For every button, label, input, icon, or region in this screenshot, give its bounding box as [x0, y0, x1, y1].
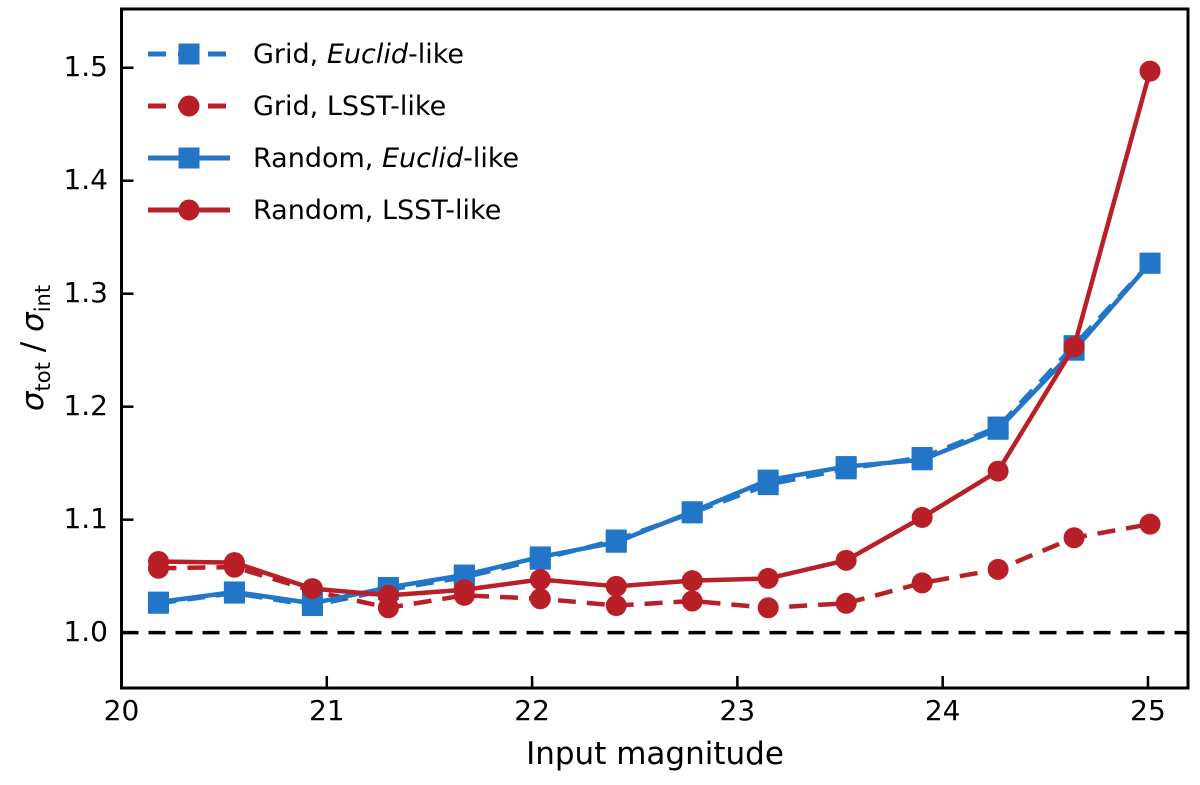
series-random-euclid-marker — [301, 592, 323, 614]
legend-handle-grid-euclid — [148, 43, 230, 65]
y-axis-label-part: tot — [31, 362, 55, 392]
x-tick-label: 20 — [103, 694, 140, 727]
legend-label-part: Random, — [253, 142, 382, 174]
series-random-lsst-marker — [1139, 60, 1161, 82]
y-tick-label: 1.2 — [63, 388, 108, 422]
legend-label-part: Euclid — [381, 142, 464, 174]
series-grid-lsst-marker — [987, 558, 1009, 580]
series-random-lsst-marker — [453, 579, 475, 601]
series-grid-lsst-marker — [605, 595, 627, 617]
legend-label-grid-euclid: Grid, Euclid-like — [253, 39, 464, 70]
x-tick-label: 25 — [1130, 694, 1166, 727]
legend-label-part: Euclid — [326, 38, 408, 70]
legend-label-grid-lsst: Grid, LSST-like — [253, 91, 446, 122]
series-random-euclid-marker — [987, 418, 1009, 440]
plot-frame — [120, 7, 1190, 690]
series-random-euclid-marker — [223, 581, 245, 603]
series-random-euclid-marker — [757, 469, 779, 491]
circle-marker-icon — [178, 95, 200, 117]
y-tick-label: 1.1 — [63, 501, 108, 535]
series-random-euclid-marker — [681, 501, 703, 523]
legend-label-random-euclid: Random, Euclid-like — [253, 143, 519, 174]
x-tick-label: 22 — [514, 694, 550, 727]
square-marker-icon — [178, 147, 200, 169]
series-random-lsst-marker — [911, 506, 933, 528]
series-random-lsst-marker — [147, 550, 169, 572]
series-random-lsst-line — [158, 70, 1153, 598]
square-marker-icon — [178, 43, 200, 65]
y-axis-label-part: / — [15, 331, 51, 363]
series-random-lsst-marker — [301, 578, 323, 600]
series-grid-lsst-line — [158, 521, 1151, 611]
legend-label-part: Random, LSST-like — [253, 194, 502, 226]
series-random-lsst-marker — [377, 584, 399, 606]
series-random-euclid-marker — [835, 456, 857, 478]
series-grid-lsst-marker — [1063, 527, 1085, 549]
legend-label-part: Grid, — [253, 38, 327, 70]
y-tick-label: 1.0 — [63, 614, 108, 648]
series-random-euclid-marker — [911, 449, 933, 471]
series-grid-lsst-marker — [1139, 513, 1161, 535]
legend-item-grid-lsst: Grid, LSST-like — [147, 80, 519, 132]
series-random-euclid-marker — [529, 546, 551, 568]
legend-label-random-lsst: Random, LSST-like — [253, 195, 501, 226]
x-axis-label: Input magnitude — [526, 736, 784, 772]
series-grid-lsst-marker — [911, 572, 933, 594]
legend-handle-grid-lsst — [148, 95, 230, 117]
series-random-lsst-marker — [835, 549, 857, 571]
series-random-euclid-marker — [147, 591, 169, 613]
series-random-euclid-line — [158, 261, 1152, 606]
y-axis-label: σtot / σint — [15, 138, 61, 558]
x-tick-label: 24 — [924, 694, 961, 727]
y-tick-label: 1.5 — [63, 49, 108, 83]
legend-item-random-lsst: Random, LSST-like — [147, 184, 519, 236]
legend-label-part: -like — [408, 38, 465, 70]
x-tick-label: 21 — [308, 694, 345, 727]
series-grid-lsst-marker — [529, 588, 551, 610]
y-tick-label: 1.4 — [63, 162, 108, 196]
series-random-lsst-marker — [1063, 336, 1085, 358]
series-random-euclid-marker — [605, 531, 627, 553]
legend: Grid, Euclid-like Grid, LSST-like Random, … — [147, 28, 519, 236]
y-axis-label-part: σ — [15, 312, 51, 332]
y-tick-label: 1.3 — [63, 275, 108, 309]
series-random-lsst-marker — [223, 552, 245, 574]
series-grid-lsst-marker — [835, 592, 857, 614]
series-random-lsst-marker — [987, 460, 1009, 482]
series-grid-lsst-marker — [681, 590, 703, 612]
x-tick-label: 23 — [719, 694, 756, 727]
series-random-euclid-marker — [453, 564, 475, 586]
series-random-lsst-marker — [529, 569, 551, 591]
legend-handle-random-euclid — [148, 147, 230, 169]
legend-label-part: -like — [463, 142, 520, 174]
circle-marker-icon — [178, 199, 200, 221]
series-random-lsst-marker — [757, 567, 779, 589]
legend-item-grid-euclid: Grid, Euclid-like — [147, 28, 519, 80]
series-random-lsst-marker — [605, 575, 627, 597]
legend-handle-random-lsst — [148, 199, 230, 221]
series-grid-lsst-marker — [757, 597, 779, 619]
legend-item-random-euclid: Random, Euclid-like — [147, 132, 519, 184]
legend-label-part: Grid, LSST-like — [253, 90, 447, 122]
series-random-euclid-marker — [1139, 252, 1161, 274]
series-random-lsst-marker — [681, 570, 703, 592]
